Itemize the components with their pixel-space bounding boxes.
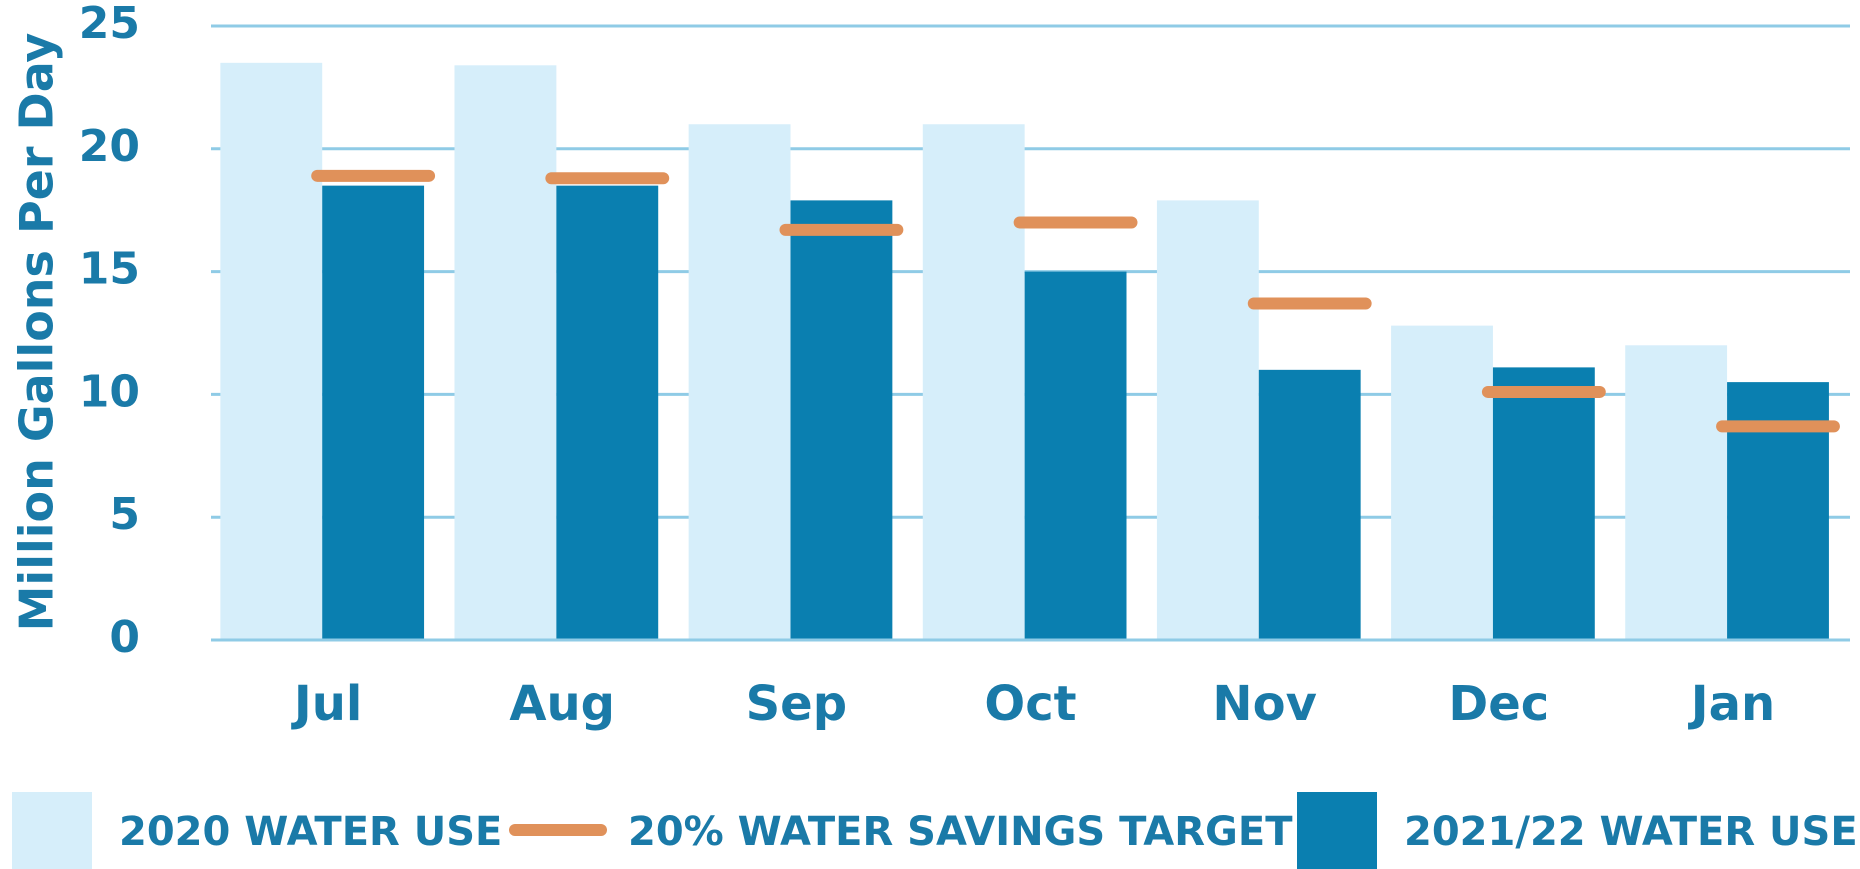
bar [688, 124, 791, 641]
bar [790, 200, 893, 640]
y-tick-label: 20 [79, 121, 140, 172]
bar [922, 124, 1025, 641]
bar [1024, 271, 1127, 640]
bar [1258, 369, 1361, 640]
bar [454, 65, 557, 640]
bar [322, 185, 425, 640]
bar [1391, 325, 1493, 640]
x-tick-label: Dec [1448, 676, 1549, 732]
y-tick-label: 5 [109, 489, 140, 540]
x-tick-label: Nov [1212, 676, 1316, 732]
y-axis-title: Million Gallons Per Day [10, 33, 64, 632]
x-tick-label: Sep [746, 676, 847, 732]
legend-label: 2020 WATER USE [119, 809, 502, 855]
legend-label: 20% WATER SAVINGS TARGET [628, 809, 1293, 855]
y-tick-label: 15 [79, 244, 140, 295]
y-tick-label: 25 [79, 0, 140, 49]
y-tick-label: 0 [109, 612, 140, 663]
y-tick-label: 10 [79, 366, 140, 417]
legend-swatch [1297, 792, 1377, 869]
bar [1156, 200, 1259, 640]
legend-label: 2021/22 WATER USE [1404, 809, 1858, 855]
x-tick-label: Oct [984, 676, 1076, 732]
bar [220, 62, 323, 640]
bar [1625, 345, 1728, 640]
x-tick-label: Jul [291, 676, 362, 732]
x-tick-label: Jan [1688, 676, 1775, 732]
legend-swatch [12, 792, 92, 869]
bar [556, 185, 659, 640]
x-tick-label: Aug [509, 676, 615, 732]
bar [1492, 367, 1595, 640]
